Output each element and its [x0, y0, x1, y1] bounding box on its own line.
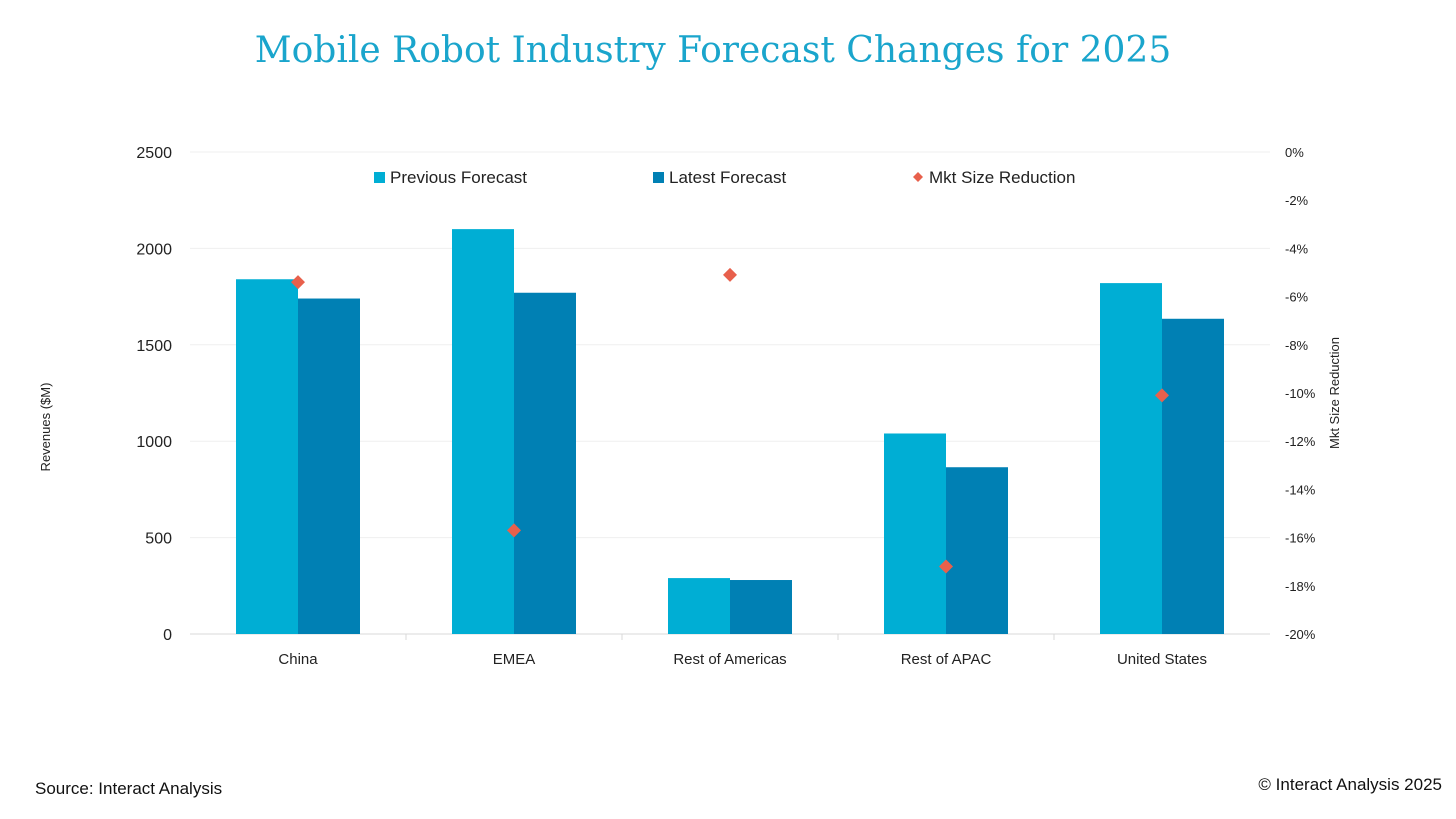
bar-latest-forecast — [298, 298, 360, 634]
bar-latest-forecast — [1162, 318, 1224, 634]
y2-axis-label: Mkt Size Reduction — [1327, 337, 1342, 449]
category-label: Rest of Americas — [673, 651, 786, 668]
y2-tick-label: -8% — [1285, 338, 1309, 353]
y2-tick-label: -2% — [1285, 193, 1309, 208]
marker-mkt-size-reduction — [291, 275, 305, 290]
y2-tick-label: -16% — [1285, 531, 1316, 546]
y2-tick-label: -20% — [1285, 627, 1316, 642]
bar-previous-forecast — [884, 433, 946, 634]
marker-mkt-size-reduction — [723, 267, 737, 282]
y-tick-label: 1500 — [136, 338, 172, 355]
copyright-note: © Interact Analysis 2025 — [1258, 775, 1442, 794]
legend-swatch — [913, 172, 923, 182]
legend-label: Latest Forecast — [669, 168, 786, 187]
category-label: China — [278, 651, 318, 668]
y-tick-label: 2500 — [136, 145, 172, 162]
bar-previous-forecast — [236, 279, 298, 634]
y-axis-label: Revenues ($M) — [38, 383, 53, 472]
source-note: Source: Interact Analysis — [35, 779, 223, 798]
y2-tick-label: -14% — [1285, 482, 1316, 497]
bar-previous-forecast — [1100, 283, 1162, 634]
legend-label: Previous Forecast — [390, 168, 527, 187]
bar-latest-forecast — [514, 292, 576, 634]
category-label: United States — [1117, 651, 1207, 668]
y-tick-label: 2000 — [136, 241, 172, 258]
y-tick-label: 0 — [163, 627, 172, 644]
bar-previous-forecast — [452, 229, 514, 634]
legend-swatch — [374, 172, 385, 183]
marker-mkt-size-reduction — [1155, 388, 1169, 403]
y2-tick-label: -12% — [1285, 434, 1316, 449]
marker-mkt-size-reduction — [939, 559, 953, 574]
bar-latest-forecast — [946, 467, 1008, 634]
y-tick-label: 500 — [145, 531, 172, 548]
y2-tick-label: -4% — [1285, 241, 1309, 256]
legend-swatch — [653, 172, 664, 183]
bar-latest-forecast — [730, 580, 792, 634]
y2-tick-label: -6% — [1285, 290, 1309, 305]
category-label: Rest of APAC — [901, 651, 992, 668]
y-tick-label: 1000 — [136, 434, 172, 451]
y2-tick-label: -10% — [1285, 386, 1316, 401]
chart-title: Mobile Robot Industry Forecast Changes f… — [254, 30, 1172, 71]
y2-tick-label: 0% — [1285, 145, 1304, 160]
bar-previous-forecast — [668, 578, 730, 634]
marker-mkt-size-reduction — [507, 523, 521, 538]
legend-label: Mkt Size Reduction — [929, 168, 1075, 187]
y2-tick-label: -18% — [1285, 579, 1316, 594]
category-label: EMEA — [493, 651, 536, 668]
